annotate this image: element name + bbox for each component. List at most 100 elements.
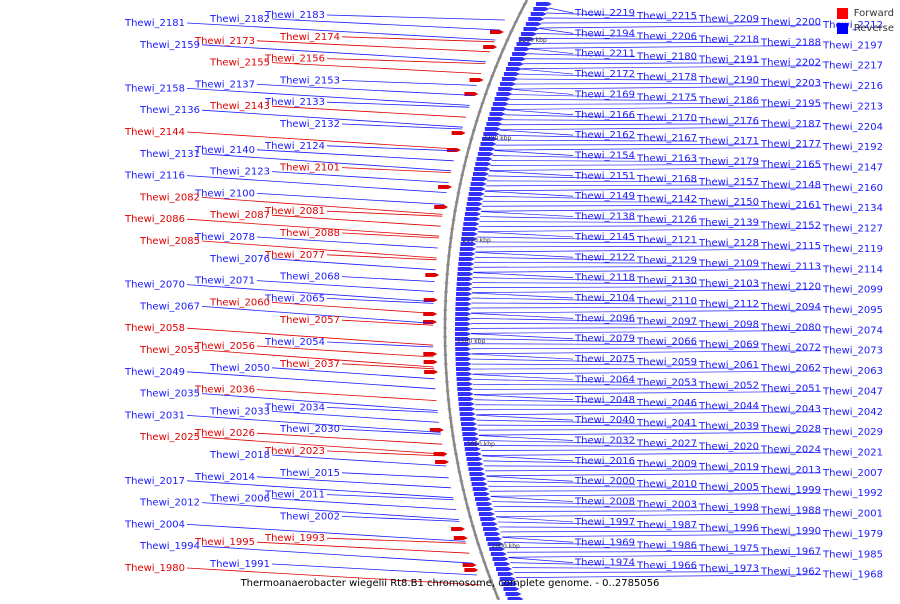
leader-line	[471, 309, 822, 314]
leader-line	[472, 374, 574, 380]
gene-label: Thewi_2001	[822, 509, 883, 520]
gene-label: Thewi_2094	[760, 302, 821, 313]
reverse-gene-feature	[489, 112, 506, 116]
reverse-gene-feature	[455, 342, 472, 346]
forward-gene-feature	[425, 273, 440, 277]
gene-label: Thewi_2110	[636, 296, 697, 307]
reverse-gene-feature	[459, 252, 476, 256]
gene-label: Thewi_2177	[760, 139, 821, 150]
leader-line	[497, 521, 636, 526]
reverse-gene-feature	[467, 197, 484, 201]
gene-label: Thewi_2121	[636, 235, 697, 246]
gene-label: Thewi_2020	[698, 442, 759, 453]
gene-label: Thewi_2115	[760, 241, 821, 252]
leader-line	[341, 472, 449, 479]
reverse-gene-feature	[492, 102, 509, 106]
gene-label: Thewi_2082	[139, 192, 200, 203]
gene-label: Thewi_2077	[264, 250, 325, 261]
scale-label: 2150 kbp	[463, 237, 491, 244]
reverse-gene-feature	[491, 107, 508, 111]
forward-gene-feature	[435, 460, 450, 464]
reverse-gene-feature	[470, 477, 487, 481]
leader-line	[471, 318, 636, 322]
leader-line	[477, 424, 698, 427]
gene-label: Thewi_2014	[194, 472, 255, 483]
leader-line	[521, 68, 574, 75]
leader-line	[271, 367, 435, 380]
gene-label: Thewi_2174	[279, 32, 340, 43]
reverse-gene-feature	[492, 557, 509, 561]
reverse-gene-feature	[478, 512, 495, 516]
gene-label: Thewi_2113	[760, 261, 821, 272]
reverse-gene-feature	[476, 502, 493, 506]
leader-line	[502, 533, 822, 538]
gene-label: Thewi_2040	[574, 415, 635, 426]
gene-label: Thewi_2216	[822, 81, 883, 92]
reverse-gene-feature	[464, 447, 481, 451]
gene-label: Thewi_2157	[698, 177, 759, 188]
gene-label: Thewi_2136	[139, 105, 200, 116]
gene-label: Thewi_2100	[194, 188, 255, 199]
leader-line	[475, 245, 760, 248]
gene-label: Thewi_2163	[636, 154, 697, 165]
gene-label: Thewi_2149	[574, 191, 635, 202]
reverse-gene-feature	[505, 67, 522, 71]
gene-label: Thewi_2140	[194, 145, 255, 156]
reverse-gene-feature	[535, 2, 552, 6]
gene-label: Thewi_2066	[636, 337, 697, 348]
reverse-gene-feature	[463, 442, 480, 446]
gene-label: Thewi_2027	[636, 439, 697, 450]
gene-label: Thewi_2002	[279, 511, 340, 522]
gene-label: Thewi_2031	[124, 410, 185, 421]
gene-label: Thewi_2219	[574, 8, 635, 19]
gene-label: Thewi_2101	[279, 163, 340, 174]
gene-label: Thewi_2197	[822, 40, 883, 51]
gene-label: Thewi_2088	[279, 228, 340, 239]
forward-gene-feature	[423, 352, 438, 356]
gene-label: Thewi_2026	[194, 428, 255, 439]
leader-line	[474, 399, 636, 404]
gene-label: Thewi_2120	[760, 282, 821, 293]
gene-label: Thewi_2137	[194, 79, 255, 90]
gene-label: Thewi_2030	[279, 424, 340, 435]
reverse-gene-feature	[456, 277, 473, 281]
gene-label: Thewi_2215	[636, 11, 697, 22]
leader-line	[256, 432, 443, 445]
leader-line	[341, 516, 460, 522]
gene-label: Thewi_2029	[822, 427, 883, 438]
leader-line	[511, 94, 636, 98]
leader-line	[509, 99, 698, 101]
leader-line	[486, 180, 698, 183]
leader-line	[494, 150, 574, 156]
reverse-gene-feature	[494, 97, 511, 101]
leader-line	[529, 48, 574, 55]
gene-label: Thewi_2033	[209, 406, 270, 417]
legend: Forward Reverse	[836, 8, 894, 38]
gene-label: Thewi_2010	[636, 479, 697, 490]
gene-label: Thewi_2098	[698, 319, 759, 330]
leader-line	[490, 164, 760, 166]
reverse-gene-feature	[460, 242, 477, 246]
gene-label: Thewi_2059	[636, 357, 697, 368]
leader-line	[506, 109, 574, 116]
gene-label: Thewi_2148	[760, 180, 821, 191]
leader-line	[500, 126, 822, 131]
reverse-gene-feature	[463, 222, 480, 226]
reverse-gene-feature	[474, 167, 491, 171]
forward-gene-feature	[483, 45, 498, 49]
reverse-gene-feature	[459, 247, 476, 251]
gene-label: Thewi_2138	[574, 212, 635, 223]
gene-label: Thewi_2081	[264, 206, 325, 217]
gene-label: Thewi_2181	[124, 18, 185, 29]
gene-label: Thewi_2050	[209, 363, 270, 374]
reverse-gene-feature	[475, 162, 492, 166]
gene-label: Thewi_1975	[698, 543, 759, 554]
gene-label: Thewi_2183	[264, 10, 325, 21]
reverse-gene-feature	[464, 217, 481, 221]
gene-label: Thewi_2034	[264, 402, 325, 413]
legend-label-forward: Forward	[853, 8, 894, 19]
leader-line	[474, 404, 698, 407]
reverse-gene-feature	[518, 37, 535, 41]
reverse-gene-feature	[461, 232, 478, 236]
